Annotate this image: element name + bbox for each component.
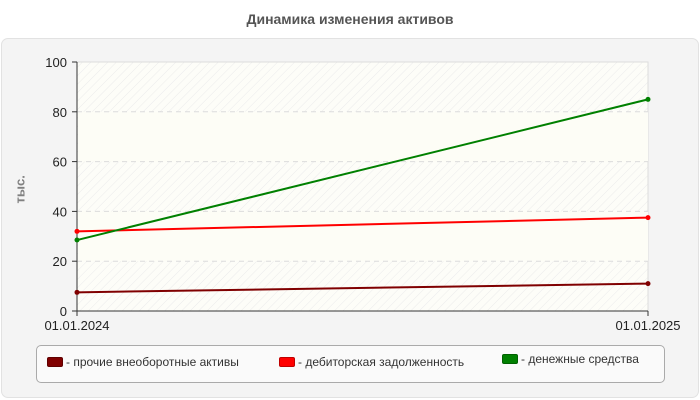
y-tick-label: 20 <box>53 254 67 269</box>
legend: - прочие внеоборотные активы - дебиторск… <box>36 345 665 383</box>
data-point <box>74 228 80 234</box>
data-point <box>645 281 651 287</box>
x-tick-label: 01.01.2025 <box>615 318 680 333</box>
legend-swatch <box>279 357 295 367</box>
chart-title: Динамика изменения активов <box>246 11 454 27</box>
y-tick-label: 40 <box>53 204 67 219</box>
legend-label: - дебиторская задолженность <box>298 355 465 369</box>
legend-item-other-noncurrent: - прочие внеоборотные активы <box>47 355 239 369</box>
data-point <box>645 215 651 221</box>
data-point <box>74 289 80 295</box>
legend-swatch <box>502 354 518 364</box>
series-line <box>76 216 649 233</box>
series-line <box>76 98 649 242</box>
y-tick-label: 0 <box>60 304 67 319</box>
series-line <box>76 282 649 294</box>
y-axis-label: тыс. <box>12 175 28 204</box>
y-tick-label: 80 <box>53 105 67 120</box>
legend-item-cash: - денежные средства <box>502 352 639 366</box>
x-tick-label: 01.01.2024 <box>44 318 109 333</box>
data-point <box>74 237 80 243</box>
grid-band <box>78 111 648 162</box>
legend-swatch <box>47 357 63 367</box>
y-tick-label: 60 <box>53 155 67 170</box>
plot-background <box>76 61 649 312</box>
legend-label: - денежные средства <box>521 352 639 366</box>
plot-area: 0 20 40 60 80 100 01.01.2024 01.01.2025 <box>44 55 680 333</box>
y-tick-label: 100 <box>45 55 67 70</box>
data-point <box>645 96 651 102</box>
legend-label: - прочие внеоборотные активы <box>66 355 239 369</box>
legend-item-receivables: - дебиторская задолженность <box>279 355 464 369</box>
